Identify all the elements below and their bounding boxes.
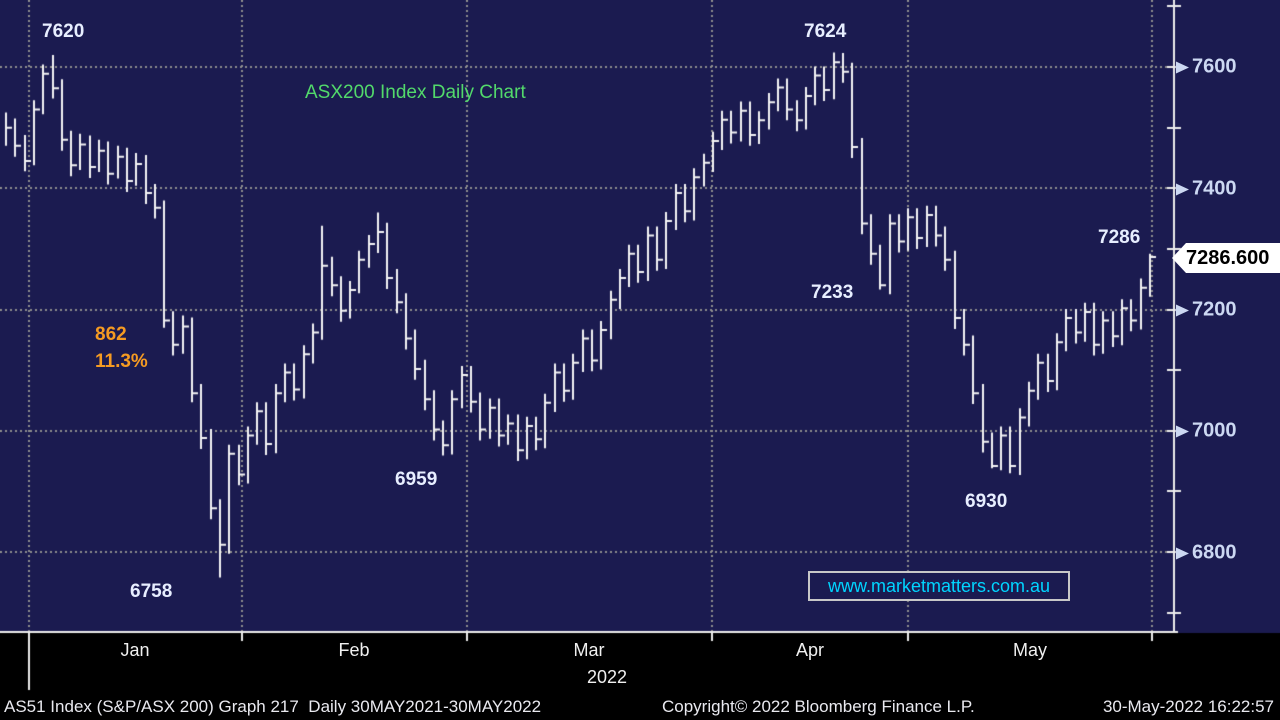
x-axis-label-jan: Jan: [120, 640, 150, 660]
annotation-jan-high: 7620: [42, 21, 85, 42]
annotation-apr-low: 7233: [811, 282, 854, 303]
x-axis-label-apr: Apr: [795, 640, 825, 660]
annotation-decline-pct: 11.3%: [95, 351, 148, 372]
annotation-apr-high: 7624: [804, 21, 847, 42]
price-tag-arrow-icon: [1172, 243, 1186, 273]
y-axis-label-7400: 7400: [1176, 178, 1237, 201]
chart-title: ASX200 Index Daily Chart: [305, 82, 526, 103]
footer-copyright: Copyright© 2022 Bloomberg Finance L.P.: [662, 697, 975, 716]
annotation-jan-low: 6758: [130, 581, 173, 602]
y-axis-label-7200: 7200: [1176, 299, 1237, 322]
tick-arrow-icon: [1176, 61, 1189, 73]
last-price-value: 7286.600: [1186, 243, 1280, 273]
annotation-decline-points: 862: [95, 324, 127, 345]
x-axis-label-mar: Mar: [573, 640, 605, 660]
x-axis-label-may: May: [1012, 640, 1048, 660]
y-axis-label-7000: 7000: [1176, 420, 1237, 443]
y-axis-label-6800: 6800: [1176, 542, 1237, 565]
marketmatters-watermark-link[interactable]: www.marketmatters.com.au: [808, 571, 1070, 601]
footer-security-info: AS51 Index (S&P/ASX 200) Graph 217 Daily…: [4, 697, 542, 716]
tick-arrow-icon: [1176, 304, 1189, 316]
annotation-last-high: 7286: [1098, 227, 1141, 248]
footer-timestamp: 30-May-2022 16:22:57: [1102, 697, 1274, 716]
y-axis-label-7600: 7600: [1176, 56, 1237, 79]
tick-arrow-icon: [1176, 425, 1189, 437]
annotation-feb-low: 6959: [395, 469, 438, 490]
x-axis-year-label: 2022: [586, 667, 628, 687]
tick-arrow-icon: [1176, 547, 1189, 559]
x-axis-label-feb: Feb: [338, 640, 370, 660]
tick-arrow-icon: [1176, 183, 1189, 195]
annotation-may-low: 6930: [965, 491, 1008, 512]
